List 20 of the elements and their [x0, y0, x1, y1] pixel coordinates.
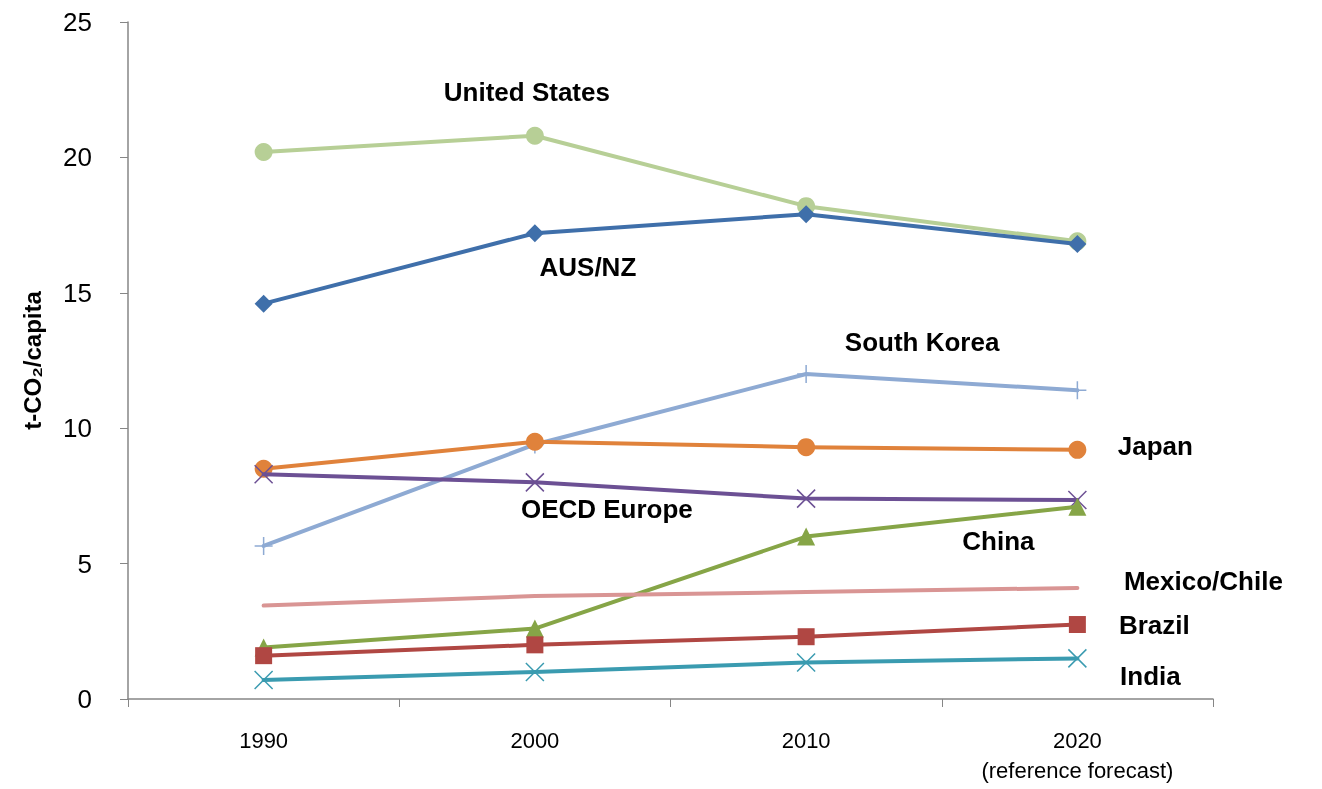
series-label: Brazil	[1118, 609, 1190, 640]
y-tick-label: 20	[63, 142, 92, 173]
series-label: China	[962, 525, 1036, 556]
y-axis-title: t-CO₂/capita	[18, 290, 46, 430]
series-label: OECD Europe	[520, 494, 693, 525]
x-tick-label: 2010	[781, 727, 831, 753]
series-label: South Korea	[844, 327, 1000, 358]
series-label: AUS/NZ	[539, 252, 637, 283]
series-label: India	[1120, 661, 1182, 692]
y-tick-label: 25	[63, 7, 92, 37]
x-tick-label: 1990	[239, 727, 289, 753]
y-tick-label: 10	[63, 413, 92, 444]
x-tick-label: 2000	[510, 727, 560, 753]
series-label: Mexico/Chile	[1123, 565, 1283, 596]
series-label: United States	[443, 76, 610, 107]
y-tick-label: 5	[77, 548, 92, 579]
y-tick-label: 15	[63, 277, 92, 308]
series-label: Japan	[1117, 430, 1193, 461]
y-tick-label: 0	[77, 684, 92, 714]
x-tick-label: 2020 (reference forecast)	[981, 727, 1174, 783]
